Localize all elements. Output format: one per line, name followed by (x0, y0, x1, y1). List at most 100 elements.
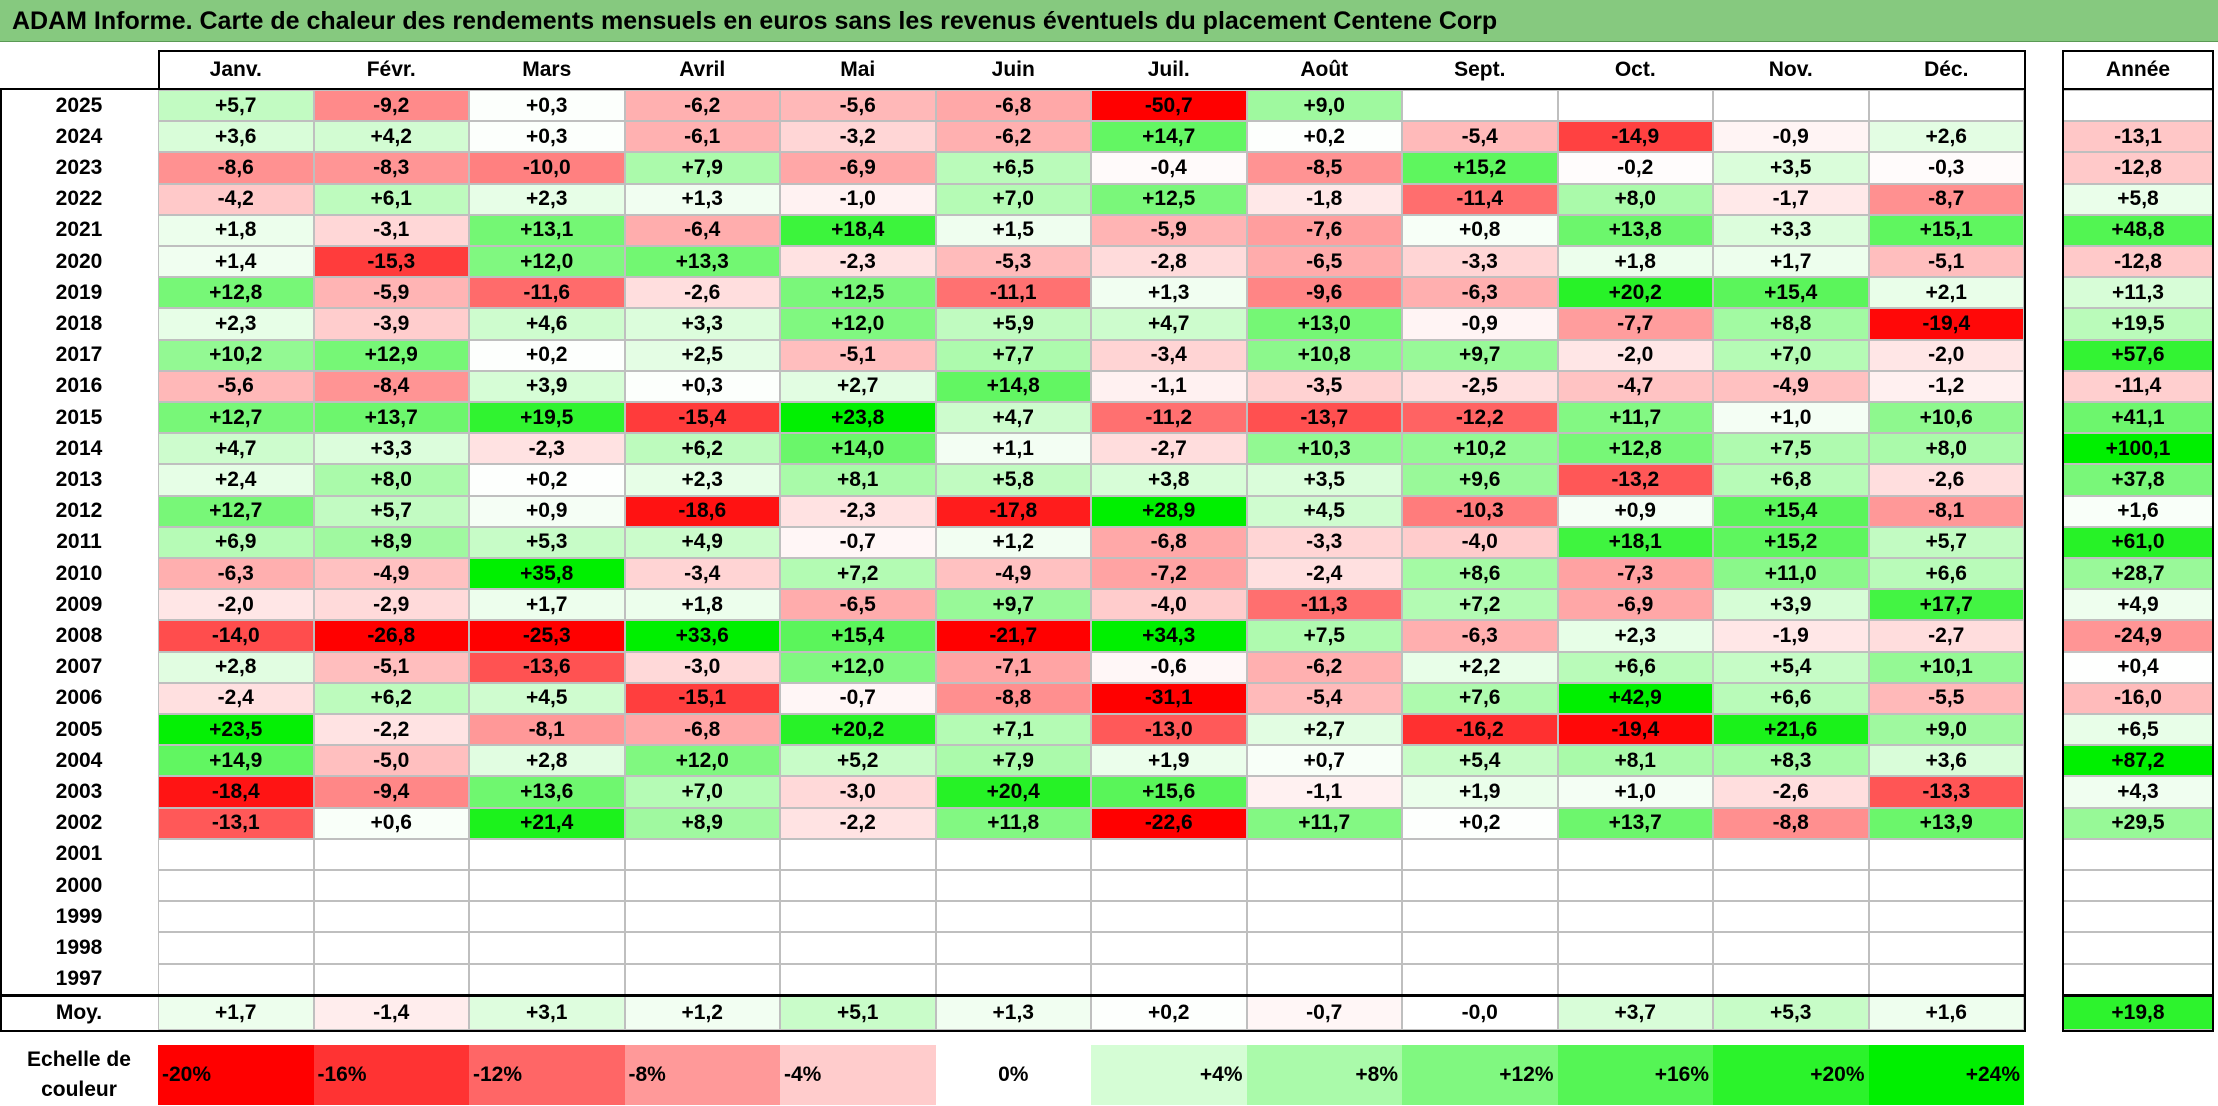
heatmap-cell: +1,1 (935, 433, 1091, 465)
heatmap-cell: +5,7 (1868, 526, 2024, 558)
heatmap-cell: -1,1 (1246, 776, 1402, 808)
heatmap-cell: -5,1 (780, 339, 936, 371)
heatmap-cell: +1,3 (624, 183, 780, 215)
heatmap-cell: -11,1 (935, 277, 1091, 309)
year-label: 2017 (55, 343, 103, 367)
heatmap-cell: +0,9 (1557, 495, 1713, 527)
heatmap-cell (1868, 870, 2024, 902)
year-label: 2001 (55, 842, 103, 866)
heatmap-cell: +4,9 (624, 526, 780, 558)
heatmap-cell: +6,2 (313, 682, 469, 714)
heatmap-cell: -3,4 (1091, 339, 1247, 371)
color-scale-step: +16% (1557, 1045, 1713, 1105)
heatmap-cell: -5,6 (158, 370, 314, 402)
heatmap-cell: -8,7 (1868, 183, 2024, 215)
heatmap-cell (624, 932, 780, 964)
annual-cell: +0,4 (2062, 651, 2214, 683)
heatmap-cell: -0,7 (780, 682, 936, 714)
average-cell: +5,1 (780, 996, 936, 1030)
heatmap-cell: -4,9 (935, 558, 1091, 590)
year-label: 2014 (55, 436, 103, 460)
annual-cell (2062, 932, 2214, 964)
heatmap-cell: -8,3 (313, 152, 469, 184)
heatmap-cell: +18,4 (780, 214, 936, 246)
heatmap-cell: +3,9 (1713, 589, 1869, 621)
color-scale-step: -12% (469, 1045, 625, 1105)
heatmap-cell: +3,5 (1246, 464, 1402, 496)
heatmap-cell: -8,8 (1713, 807, 1869, 839)
average-annual-cell: +19,8 (2062, 996, 2214, 1030)
heatmap-cell: +7,0 (935, 183, 1091, 215)
heatmap-cell: +23,8 (780, 402, 936, 434)
heatmap-cell (1557, 932, 1713, 964)
heatmap-cell: -5,3 (935, 246, 1091, 278)
heatmap-cell: +0,6 (313, 807, 469, 839)
heatmap-cell: -6,2 (935, 121, 1091, 153)
heatmap-cell: +2,2 (1402, 651, 1558, 683)
heatmap-cell: -6,2 (1246, 651, 1402, 683)
heatmap-cell: +8,1 (780, 464, 936, 496)
heatmap-cell (313, 932, 469, 964)
heatmap-cell: +19,5 (469, 402, 625, 434)
heatmap-cell: +13,9 (1868, 807, 2024, 839)
heatmap-cell: -3,3 (1246, 526, 1402, 558)
average-cell: +3,7 (1557, 996, 1713, 1030)
heatmap-cell: -3,0 (780, 776, 936, 808)
year-label: 2011 (56, 530, 102, 554)
heatmap-cell: +3,8 (1091, 464, 1247, 496)
heatmap-cell: -19,4 (1868, 308, 2024, 340)
heatmap-cell (1246, 932, 1402, 964)
annual-cell: +28,7 (2062, 558, 2214, 590)
heatmap-cell: -2,2 (780, 807, 936, 839)
annual-cell: +37,8 (2062, 464, 2214, 496)
heatmap-cell: +4,5 (469, 682, 625, 714)
heatmap-cell: +0,3 (469, 90, 625, 122)
heatmap-cell: +2,7 (1246, 714, 1402, 746)
heatmap-cell: -8,6 (158, 152, 314, 184)
heatmap-cell: +3,6 (1868, 745, 2024, 777)
heatmap-cell: -5,1 (313, 651, 469, 683)
heatmap-cell: -7,6 (1246, 214, 1402, 246)
year-label: 1997 (55, 967, 103, 991)
heatmap-cell: +8,0 (313, 464, 469, 496)
heatmap-cell: -15,4 (624, 402, 780, 434)
heatmap-cell: +1,8 (158, 214, 314, 246)
annual-cell: +100,1 (2062, 433, 2214, 465)
heatmap-cell: -2,6 (1713, 776, 1869, 808)
heatmap-cell (935, 963, 1091, 995)
heatmap-cell: +7,1 (935, 714, 1091, 746)
annual-cell: +6,5 (2062, 714, 2214, 746)
heatmap-cell (469, 838, 625, 870)
heatmap-cell: -8,1 (469, 714, 625, 746)
heatmap-cell: -13,6 (469, 651, 625, 683)
annual-cell: +61,0 (2062, 526, 2214, 558)
average-cell: +1,2 (624, 996, 780, 1030)
year-label: 2013 (55, 467, 103, 491)
heatmap-cell: +4,2 (313, 121, 469, 153)
heatmap-cell: -13,3 (1868, 776, 2024, 808)
month-header: Déc. (1924, 58, 1969, 81)
heatmap-cell: +8,0 (1557, 183, 1713, 215)
heatmap-cell: -1,1 (1091, 370, 1247, 402)
heatmap-cell: -2,8 (1091, 246, 1247, 278)
heatmap-cell (469, 901, 625, 933)
heatmap-cell: +3,9 (469, 370, 625, 402)
heatmap-cell: +14,7 (1091, 121, 1247, 153)
heatmap-cell: +1,8 (624, 589, 780, 621)
month-header: Août (1300, 58, 1349, 81)
heatmap-cell: -2,0 (1868, 339, 2024, 371)
heatmap-cell (1868, 901, 2024, 933)
heatmap-cell: -14,9 (1557, 121, 1713, 153)
heatmap-cell (1402, 963, 1558, 995)
heatmap-cell: +6,6 (1713, 682, 1869, 714)
heatmap-cell: -5,9 (313, 277, 469, 309)
heatmap-cell: -2,0 (158, 589, 314, 621)
heatmap-cell: -16,2 (1402, 714, 1558, 746)
heatmap-cell: -1,9 (1713, 620, 1869, 652)
annual-cell: +11,3 (2062, 277, 2214, 309)
heatmap-cell: -4,9 (313, 558, 469, 590)
heatmap-cell: +6,8 (1713, 464, 1869, 496)
year-label: 1998 (55, 935, 103, 959)
heatmap-cell: -4,2 (158, 183, 314, 215)
heatmap-cell: +6,9 (158, 526, 314, 558)
